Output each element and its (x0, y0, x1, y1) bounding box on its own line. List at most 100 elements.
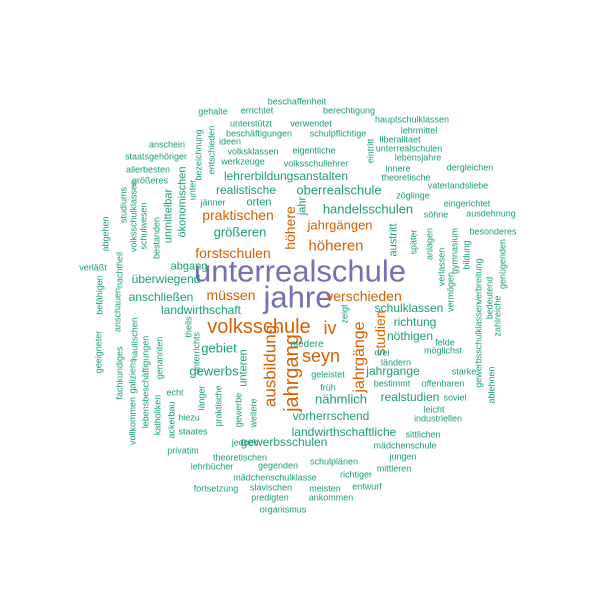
word: schulklassen (374, 301, 444, 315)
word: ankommen (308, 492, 354, 503)
word: echt (166, 387, 184, 398)
word: privatim (167, 445, 199, 456)
word: volksschulklassen (128, 179, 139, 253)
word: unter (187, 179, 198, 201)
word: bestimmt (373, 378, 411, 389)
word: predigten (251, 492, 289, 503)
word: jänner (200, 197, 226, 208)
word: austritt (387, 223, 400, 257)
word: befähigen (94, 275, 105, 315)
word: lebensbeschäftigungen (140, 335, 151, 429)
word: entwurf (352, 481, 382, 492)
word: überwiegend (131, 272, 201, 286)
word: meisten (309, 483, 341, 494)
word: leicht (423, 404, 445, 415)
word: sittlichen (405, 429, 441, 440)
word: geleistet (311, 369, 345, 380)
word: verwendet (290, 118, 332, 129)
word: iv (323, 318, 337, 338)
word: theoretischen (212, 452, 268, 463)
word: nautischen (129, 317, 140, 361)
word: volksklassen (227, 146, 279, 157)
word: jahre (263, 279, 333, 315)
word: galiziens (127, 358, 138, 394)
word: unterrealschulen (375, 143, 443, 154)
word: bildung (461, 240, 472, 270)
word: abgang (170, 260, 208, 273)
word: unteren (237, 349, 250, 387)
word: unterrealschule (194, 253, 406, 289)
word: realistische (215, 183, 277, 197)
word: katholiken (152, 394, 163, 436)
word: ausbildung (260, 324, 280, 408)
word: jungen (389, 451, 417, 462)
word: nähmlich (314, 391, 368, 407)
word: eigentliche (292, 145, 336, 156)
word: richtiger (339, 469, 373, 480)
word: ackerbau (166, 401, 177, 439)
word: ausdehnung (466, 208, 516, 219)
word: oberrealschule (296, 182, 382, 198)
word: gehalte (198, 106, 228, 117)
word: gewerbs (189, 363, 239, 379)
word: anschließen (128, 290, 194, 304)
word: gebiet (201, 340, 237, 356)
word: größeren (213, 224, 267, 240)
word: höhere (282, 206, 298, 250)
word: theoretische (381, 172, 431, 183)
word: hiezu (178, 412, 200, 423)
word: genannten (154, 336, 165, 380)
word: verbreitung (473, 258, 484, 304)
word: forstschulen (195, 245, 271, 261)
word: mädchenschulklasse (233, 472, 317, 483)
word: fortsetzung (193, 483, 239, 494)
word: besonderes (469, 226, 517, 237)
word: seyn (301, 346, 341, 366)
word: jahrgängen (307, 217, 373, 233)
word: länger (196, 385, 207, 411)
word: zeigt (339, 304, 350, 324)
word: mädchenschule (373, 440, 437, 451)
word: genügenden (497, 238, 508, 290)
word: mittleren (376, 463, 412, 474)
word: weitere (248, 398, 259, 428)
word: geeigneter (93, 330, 104, 374)
word: eintritt (365, 138, 376, 164)
word: früh (320, 382, 336, 393)
word: schulwesen (138, 202, 149, 250)
word: organismus (259, 504, 307, 515)
word: praktische (213, 385, 224, 427)
word: drei (374, 347, 390, 358)
word: anschauen (112, 287, 123, 333)
word: zahlreiche (492, 295, 503, 337)
word: innere (385, 163, 411, 174)
word: jedoch (231, 437, 259, 448)
word: abgehen (100, 216, 111, 252)
word: verläßt (79, 262, 107, 273)
word: lebensjahre (394, 152, 442, 163)
word: vollkommen (127, 396, 138, 446)
word: zöglinge (396, 190, 430, 201)
word: anschein (148, 139, 186, 150)
word: jahrgange (366, 364, 420, 378)
word: ökonomischen (176, 166, 189, 238)
word: staates (178, 426, 208, 437)
word: größeres (131, 175, 169, 186)
word: vermögen (445, 271, 456, 313)
word: unmittelbar (162, 188, 175, 244)
word: müssen (206, 287, 256, 303)
word: entschieden (206, 125, 217, 175)
word: liberalitaet (379, 134, 421, 145)
word: ablehnen (486, 366, 497, 404)
word: errichtet (240, 105, 274, 116)
word: volksschule (207, 316, 311, 338)
word: realstudien (380, 390, 440, 404)
word: unterrichts (191, 331, 202, 375)
word: gewerbsschulen (240, 435, 328, 449)
word: gegenden (257, 460, 299, 471)
word: gymnasium (449, 227, 460, 275)
word: söhne (423, 209, 449, 220)
word: theils (183, 316, 194, 338)
word: dergleichen (446, 162, 494, 173)
